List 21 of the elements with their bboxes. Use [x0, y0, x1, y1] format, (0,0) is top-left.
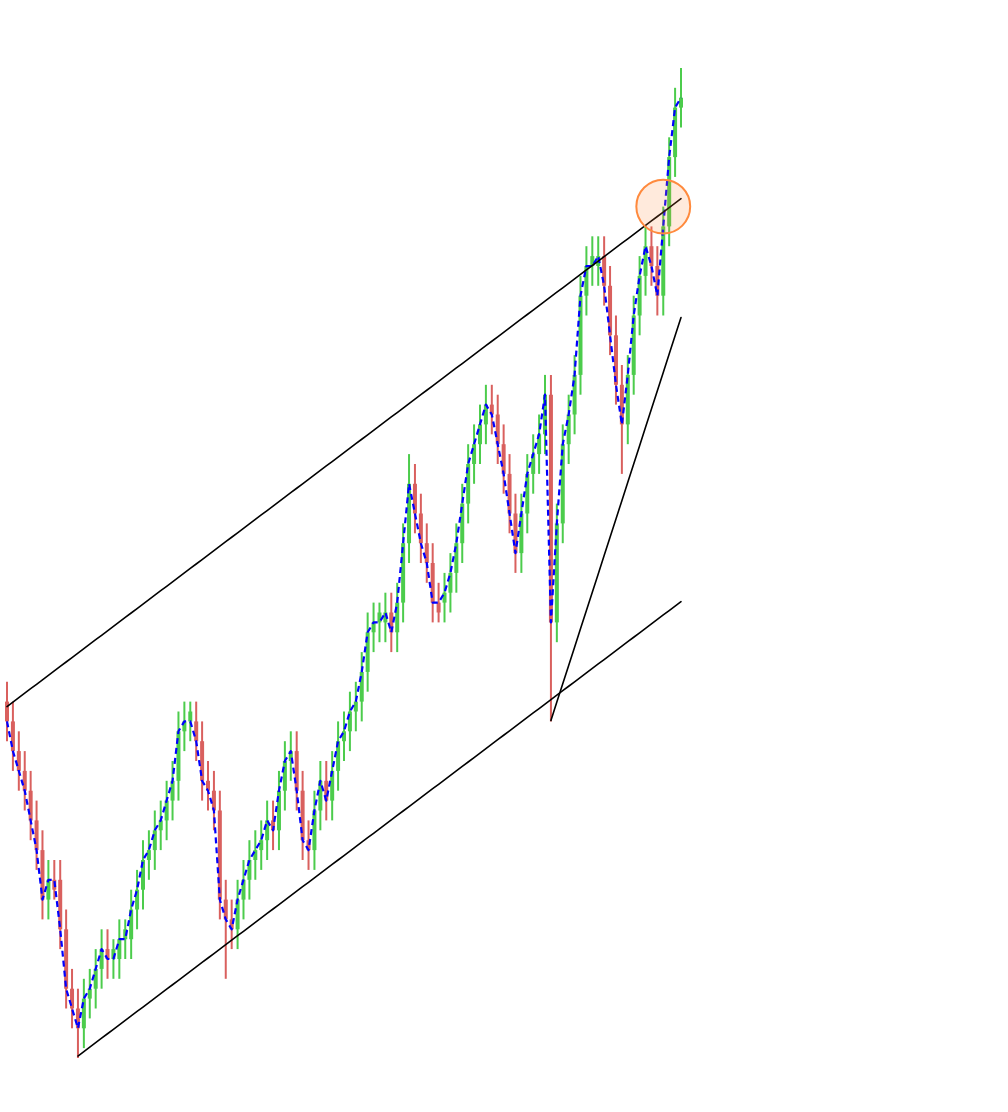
candlestick: [477, 403, 482, 465]
candlestick: [164, 779, 169, 842]
candlestick: [16, 730, 21, 792]
candlestick: [146, 829, 151, 881]
candlestick: [442, 571, 447, 624]
candlestick: [472, 423, 477, 485]
candlestick: [22, 750, 27, 812]
candlestick: [259, 819, 264, 871]
candlestick: [194, 700, 199, 762]
candlestick: [436, 581, 441, 624]
candlestick: [5, 680, 9, 743]
candlestick: [342, 710, 346, 762]
candlestick: [152, 809, 157, 871]
candlestick: [93, 948, 98, 1010]
candlestick: [211, 769, 216, 832]
candlestick: [70, 967, 75, 1030]
candlestick: [679, 67, 683, 129]
candlestick: [424, 522, 429, 584]
candlestick: [87, 967, 92, 1020]
candlestick: [170, 760, 175, 822]
candlestick: [353, 680, 358, 733]
